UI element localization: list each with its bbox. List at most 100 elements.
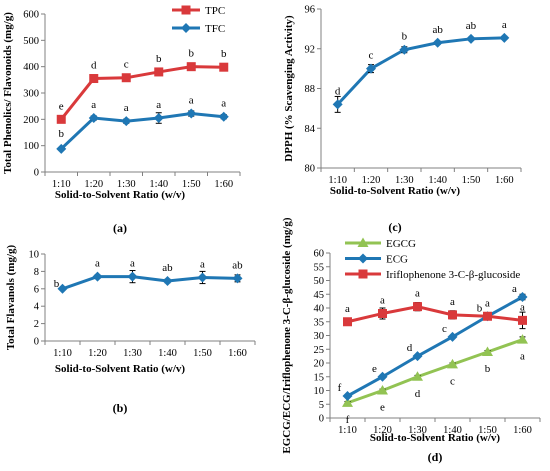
- significance-letter: c: [442, 323, 447, 335]
- data-point: [517, 334, 528, 344]
- data-point: [343, 317, 352, 327]
- y-tick-label: 45: [314, 290, 325, 301]
- y-tick-label: 88: [305, 84, 316, 95]
- y-tick-label: 35: [314, 317, 325, 328]
- panel-label: (d): [428, 450, 443, 464]
- significance-letter: a: [189, 95, 194, 107]
- series-line: [346, 295, 524, 398]
- data-point: [366, 63, 376, 74]
- y-axis-label: Total Phenolics/ Flavonoids (mg/g): [2, 12, 14, 174]
- panel-label: (b): [113, 401, 128, 415]
- data-point: [56, 143, 67, 154]
- y-tick-label: 40: [314, 304, 325, 315]
- data-point: [517, 292, 528, 302]
- y-tick-label: 4: [34, 302, 40, 313]
- y-tick-label: 5: [319, 400, 324, 411]
- x-tick-label: 1:60: [495, 175, 514, 186]
- significance-letter: d: [91, 60, 97, 72]
- x-axis-label: Solid-to-Solvent Ratio (w/v): [55, 189, 186, 201]
- y-tick-label: 84: [305, 124, 316, 135]
- x-axis-label: Solid-to-Solvent Ratio (w/v): [55, 363, 186, 375]
- y-tick-label: 0: [34, 168, 39, 179]
- data-point: [92, 271, 103, 282]
- x-tick-label: 1:50: [193, 348, 212, 359]
- y-tick-label: 96: [305, 5, 316, 16]
- significance-letter: ab: [466, 20, 477, 32]
- significance-letter: f: [346, 414, 350, 426]
- significance-letter: a: [380, 295, 385, 307]
- significance-letter: ab: [232, 259, 243, 271]
- y-tick-label: 600: [23, 10, 39, 21]
- significance-letter: a: [520, 351, 525, 363]
- data-point: [342, 397, 353, 407]
- chart-panel-a: 0 100 200 300 400 500 600 1:10 1:20 1:30 1:40 1:50 1…: [2, 5, 241, 235]
- legend-label: EGCG: [386, 238, 416, 250]
- data-point: [219, 62, 229, 72]
- y-axis-label: DPPH (% Scavenging Activity): [283, 15, 295, 162]
- x-tick-label: 1:30: [123, 348, 142, 359]
- x-tick-label: 1:60: [513, 425, 532, 436]
- significance-letter: a: [485, 297, 490, 309]
- significance-letter: d: [415, 388, 421, 400]
- y-tick-label: 200: [23, 115, 39, 126]
- data-point: [483, 311, 492, 321]
- data-point: [377, 385, 388, 395]
- legend-label: ECG: [386, 254, 408, 266]
- legend-label: TFC: [205, 23, 225, 35]
- significance-letter: a: [520, 301, 525, 313]
- significance-letter: a: [91, 99, 96, 111]
- data-point: [121, 116, 132, 127]
- significance-letter: a: [502, 19, 507, 31]
- significance-letter: d: [407, 342, 413, 354]
- y-tick-label: 8: [34, 267, 39, 278]
- x-tick-label: 1:30: [395, 175, 414, 186]
- series-line: [346, 338, 524, 405]
- data-point: [186, 108, 197, 119]
- y-tick-label: 20: [314, 359, 325, 370]
- x-tick-label: 1:10: [328, 175, 347, 186]
- series-tpc: e d c b b b: [56, 48, 229, 124]
- y-tick-label: 25: [314, 345, 325, 356]
- y-tick-label: 0: [319, 414, 324, 425]
- x-tick-label: 1:30: [117, 179, 136, 190]
- significance-letter: d: [335, 85, 341, 97]
- x-tick-label: 1:50: [182, 179, 201, 190]
- significance-letter: b: [189, 48, 195, 60]
- significance-letter: c: [124, 59, 129, 71]
- significance-letter: a: [221, 98, 226, 110]
- x-tick-label: 1:10: [52, 179, 71, 190]
- x-tick-label: 1:20: [84, 179, 103, 190]
- significance-letter: a: [450, 296, 455, 308]
- y-tick-label: 300: [23, 89, 39, 100]
- significance-letter: a: [512, 283, 517, 295]
- data-point: [412, 371, 423, 381]
- significance-letter: a: [415, 288, 420, 300]
- y-tick-label: 30: [314, 331, 325, 342]
- series-line: [60, 112, 224, 150]
- data-point: [153, 113, 164, 124]
- data-point: [162, 275, 173, 286]
- data-point: [218, 111, 229, 122]
- y-tick-label: 6: [34, 284, 39, 295]
- panel-label: (a): [113, 221, 127, 235]
- legend: EGCG ECG Iriflophenone 3-C-β-glucoside: [345, 237, 520, 281]
- data-point: [121, 73, 131, 83]
- significance-letter: b: [156, 53, 162, 65]
- y-tick-label: 2: [34, 319, 39, 330]
- x-tick-label: 1:50: [478, 425, 497, 436]
- significance-letter: a: [124, 102, 129, 114]
- y-tick-label: 500: [23, 36, 39, 47]
- significance-letter: b: [477, 302, 483, 314]
- data-point: [413, 302, 422, 312]
- y-tick-label: 50: [314, 276, 325, 287]
- significance-letter: a: [345, 303, 350, 315]
- significance-letter: f: [338, 382, 342, 394]
- x-axis-label: Solid-to-Solvent Ratio (w/v): [370, 432, 501, 444]
- chart-panel-b: 0 2 4 6 8 10 1:10 1:20 1:30 1:40 1:50 1:60 Solid-to-…: [5, 245, 256, 415]
- y-tick-label: 10: [29, 250, 40, 261]
- x-tick-label: 1:10: [338, 425, 357, 436]
- data-point: [432, 37, 443, 48]
- x-tick-label: 1:40: [149, 179, 168, 190]
- data-point: [56, 114, 66, 124]
